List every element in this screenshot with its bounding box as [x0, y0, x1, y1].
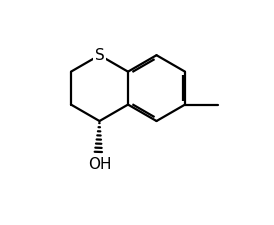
- Text: OH: OH: [88, 157, 111, 172]
- Text: S: S: [95, 48, 104, 63]
